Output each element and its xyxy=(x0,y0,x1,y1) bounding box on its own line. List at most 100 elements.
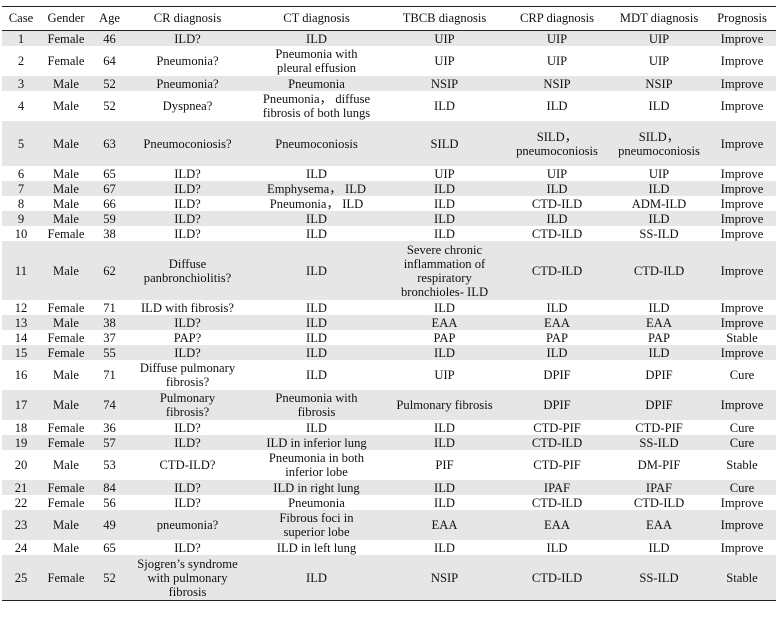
cell-text: Female xyxy=(47,330,85,345)
cell-age: 38 xyxy=(92,226,127,241)
cell-cr-diagnosis: ILD with fibrosis? xyxy=(127,300,248,315)
cell-text: 14 xyxy=(14,330,28,345)
table-row: 2 Female 64 Pneumonia? Pneumonia with pleural… xyxy=(2,46,776,76)
cell-cr-diagnosis: Pneumonia? xyxy=(127,76,248,91)
cell-prognosis: Improve xyxy=(708,121,776,166)
cell-prognosis: Improve xyxy=(708,300,776,315)
cell-case: 2 xyxy=(2,46,40,76)
cell-mdt-diagnosis: CTD-ILD xyxy=(610,241,708,300)
cell-text: 17 xyxy=(14,398,28,412)
cell-text: ILD? xyxy=(174,211,201,226)
header-age: Age xyxy=(92,6,127,31)
cell-text: SS-ILD xyxy=(639,435,679,450)
cell-tbcb-diagnosis: ILD xyxy=(385,345,504,360)
cell-age: 36 xyxy=(92,420,127,435)
cell-text: Female xyxy=(47,31,85,46)
cell-text: ILD in left lung xyxy=(276,540,357,555)
table-row: 23 Male 49 pneumonia? Fibrous foci in superio… xyxy=(2,510,776,540)
header-gender: Gender xyxy=(40,6,92,31)
cell-text: Cure xyxy=(729,435,755,450)
cell-text: 74 xyxy=(103,398,116,412)
cell-text: 46 xyxy=(103,31,116,46)
cell-case: 5 xyxy=(2,121,40,166)
cell-text: pleural effusion xyxy=(276,61,357,75)
cell-cr-diagnosis: pneumonia? xyxy=(127,510,248,540)
cell-mdt-diagnosis: CTD-ILD xyxy=(610,495,708,510)
cell-text: Pneumonia xyxy=(288,495,345,510)
cell-mdt-diagnosis: DPIF xyxy=(610,390,708,420)
table-row: 22 Female 56 ILD? Pneumonia ILD CTD-ILD CTD-ILD… xyxy=(2,495,776,510)
header-crp-diagnosis: CRP diagnosis xyxy=(504,6,610,31)
cell-case: 4 xyxy=(2,91,40,121)
cell-text: 55 xyxy=(103,345,116,360)
cell-text: ILD xyxy=(434,226,455,241)
cell-crp-diagnosis: EAA xyxy=(504,315,610,330)
cell-prognosis: Improve xyxy=(708,31,776,47)
cell-text: ILD xyxy=(434,345,455,360)
cell-text: ILD xyxy=(546,540,568,555)
cell-text: 59 xyxy=(103,211,116,226)
cell-text: fibrosis? xyxy=(165,405,210,419)
cell-text: 67 xyxy=(103,181,116,196)
cell-text: 84 xyxy=(103,480,116,495)
cell-text: ILD? xyxy=(174,196,201,211)
cell-ct-diagnosis: ILD xyxy=(248,420,385,435)
cell-text: ILD xyxy=(546,181,568,196)
table-row: 11 Male 62 Diffuse panbronchiolitis? ILD Sever… xyxy=(2,241,776,300)
cell-tbcb-diagnosis: ILD xyxy=(385,91,504,121)
cell-tbcb-diagnosis: ILD xyxy=(385,480,504,495)
cell-crp-diagnosis: CTD-ILD xyxy=(504,495,610,510)
cell-text: Male xyxy=(53,76,79,91)
cell-text: SILD， xyxy=(638,129,680,144)
cell-crp-diagnosis: ILD xyxy=(504,300,610,315)
cell-text: UIP xyxy=(648,54,670,68)
cell-mdt-diagnosis: SILD， pneumoconiosis xyxy=(610,121,708,166)
cell-tbcb-diagnosis: UIP xyxy=(385,360,504,390)
cell-age: 67 xyxy=(92,181,127,196)
cell-text: Severe chronic xyxy=(406,242,483,257)
cell-text: ILD xyxy=(546,345,568,360)
cell-mdt-diagnosis: PAP xyxy=(610,330,708,345)
cell-text: 49 xyxy=(103,518,116,532)
cell-text: Pneumonia， diffuse xyxy=(262,92,371,106)
cell-text: ILD xyxy=(306,368,327,382)
cell-text: ILD xyxy=(546,99,568,113)
cell-ct-diagnosis: ILD xyxy=(248,166,385,181)
cell-text: Improve xyxy=(720,76,764,91)
cell-text: Cure xyxy=(729,368,755,382)
cell-text: Male xyxy=(53,458,79,472)
cell-text: ILD? xyxy=(174,495,201,510)
cell-text: Female xyxy=(47,226,85,241)
cell-text: CTD-PIF xyxy=(533,458,581,472)
cell-ct-diagnosis: ILD xyxy=(248,31,385,47)
table-row: 5 Male 63 Pneumoconiosis? Pneumoconiosis SILD… xyxy=(2,121,776,166)
cell-text: 57 xyxy=(103,435,116,450)
cell-text: Female xyxy=(47,420,85,435)
cell-tbcb-diagnosis: Severe chronic inflammation of respiratory… xyxy=(385,241,504,300)
cell-text: ILD? xyxy=(174,345,201,360)
cell-text: Pneumonia with xyxy=(275,47,358,61)
cell-text: 2 xyxy=(17,54,25,68)
cell-mdt-diagnosis: ILD xyxy=(610,91,708,121)
cell-text: DM-PIF xyxy=(637,458,681,472)
cell-ct-diagnosis: ILD xyxy=(248,315,385,330)
cell-crp-diagnosis: CTD-ILD xyxy=(504,196,610,211)
cell-cr-diagnosis: ILD? xyxy=(127,196,248,211)
cell-text: Pneumoconiosis? xyxy=(143,136,232,151)
cell-tbcb-diagnosis: Pulmonary fibrosis xyxy=(385,390,504,420)
cell-case: 24 xyxy=(2,540,40,555)
cell-case: 12 xyxy=(2,300,40,315)
cell-age: 46 xyxy=(92,31,127,47)
cell-prognosis: Improve xyxy=(708,76,776,91)
cell-text: ILD xyxy=(434,211,455,226)
cell-prognosis: Cure xyxy=(708,480,776,495)
cell-cr-diagnosis: ILD? xyxy=(127,166,248,181)
cell-text: 52 xyxy=(103,99,116,113)
cell-text: respiratory xyxy=(417,270,472,285)
cell-text: EAA xyxy=(431,315,458,330)
cell-tbcb-diagnosis: ILD xyxy=(385,540,504,555)
cell-cr-diagnosis: ILD? xyxy=(127,31,248,47)
cell-text: NSIP xyxy=(430,76,459,91)
cell-text: PAP xyxy=(648,330,670,345)
cell-age: 63 xyxy=(92,121,127,166)
